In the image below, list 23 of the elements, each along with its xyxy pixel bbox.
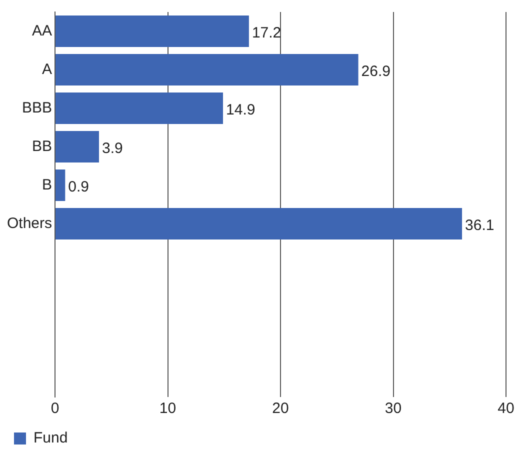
bar — [56, 92, 224, 124]
legend-label: Fund — [34, 430, 68, 447]
bar — [56, 169, 66, 202]
x-tick-label: 20 — [272, 400, 289, 418]
data-label: 0.9 — [68, 178, 90, 196]
y-tick-label: AA — [32, 22, 52, 40]
bar — [56, 208, 462, 240]
bar — [56, 130, 99, 163]
y-tick-label: BBB — [22, 99, 52, 116]
y-tick-label: Others — [7, 214, 52, 232]
data-label: 3.9 — [102, 140, 123, 157]
y-tick-label: A — [42, 60, 52, 78]
data-label: 14.9 — [226, 101, 256, 118]
x-tick-label: 40 — [498, 400, 514, 418]
bar — [56, 54, 358, 86]
y-tick-label: B — [42, 176, 52, 194]
x-tick-label: 30 — [384, 400, 402, 418]
y-tick-label: BB — [32, 138, 52, 155]
x-tick-label: 0 — [50, 400, 60, 418]
bar — [56, 15, 249, 48]
x-tick-label: 10 — [159, 400, 176, 418]
data-label: 26.9 — [361, 62, 391, 80]
data-label: 36.1 — [465, 216, 494, 234]
